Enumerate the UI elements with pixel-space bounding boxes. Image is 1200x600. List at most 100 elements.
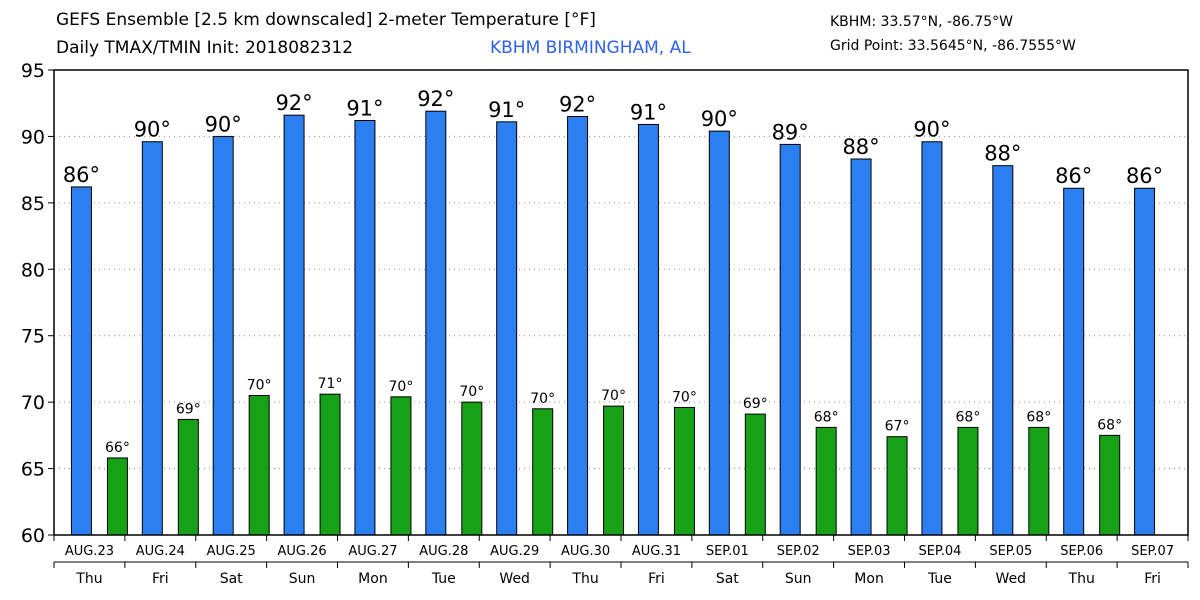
x-weekday-label: Sun (289, 571, 316, 587)
tmin-label-AUG.28: 70° (459, 384, 484, 400)
x-date-label: SEP.04 (918, 544, 961, 559)
tmin-bar-SEP.03 (886, 436, 908, 536)
y-tick-label: 80 (21, 259, 45, 281)
x-date-label: SEP.07 (1131, 544, 1174, 559)
tmin-bar-SEP.06 (1099, 434, 1121, 536)
tmin-label-AUG.23: 66° (105, 440, 130, 456)
y-tick-label: 85 (21, 193, 45, 215)
tmax-label-SEP.03: 88° (842, 135, 879, 159)
tmax-label-SEP.07: 86° (1126, 164, 1163, 188)
tmax-label-SEP.05: 88° (984, 142, 1021, 166)
x-date-label: AUG.28 (419, 544, 468, 559)
tmin-label-AUG.27: 70° (389, 379, 414, 395)
x-date-label: SEP.06 (1060, 544, 1103, 559)
tmin-label-SEP.04: 68° (956, 409, 981, 425)
tmin-label-AUG.30: 70° (601, 388, 626, 404)
tmin-bar-AUG.24 (177, 418, 199, 536)
tmin-bar-AUG.23 (106, 457, 128, 536)
tmax-label-AUG.31: 91° (630, 100, 667, 124)
x-weekday-label: Mon (358, 571, 388, 587)
x-date-label: SEP.01 (706, 544, 749, 559)
x-weekday-label: Fri (1144, 571, 1161, 587)
tmin-label-SEP.02: 68° (814, 409, 839, 425)
x-weekday-label: Wed (499, 571, 530, 587)
x-date-label: AUG.24 (136, 544, 185, 559)
tmax-bar-AUG.29 (496, 121, 518, 536)
x-weekday-label: Tue (927, 571, 952, 587)
x-date-label: AUG.26 (277, 544, 326, 559)
tmin-label-SEP.03: 67° (885, 419, 910, 435)
tmin-bar-AUG.28 (461, 401, 483, 536)
x-weekday-label: Mon (854, 571, 884, 587)
tmin-label-AUG.26: 71° (318, 376, 343, 392)
tmax-label-SEP.04: 90° (913, 118, 950, 142)
tmax-bar-SEP.05 (992, 165, 1014, 536)
tmin-bar-SEP.02 (815, 426, 837, 536)
x-weekday-label: Thu (1068, 571, 1095, 587)
tmin-label-AUG.31: 70° (672, 389, 697, 405)
tmax-bar-AUG.23 (70, 186, 92, 536)
tmax-bar-SEP.03 (850, 158, 872, 536)
station-coordinates: KBHM: 33.57°N, -86.75°W (830, 14, 1013, 30)
tmin-label-SEP.06: 68° (1097, 417, 1122, 433)
tmax-bar-SEP.02 (779, 143, 801, 536)
tmin-label-AUG.25: 70° (247, 378, 272, 394)
tmax-bar-SEP.01 (708, 130, 730, 536)
location-label: KBHM BIRMINGHAM, AL (490, 38, 691, 58)
tmax-label-AUG.27: 91° (346, 96, 383, 120)
tmin-bar-AUG.29 (532, 408, 554, 536)
tmin-bar-SEP.04 (957, 426, 979, 536)
tmax-label-AUG.29: 91° (488, 98, 525, 122)
tmax-label-AUG.26: 92° (275, 91, 312, 115)
tmin-bar-SEP.01 (744, 413, 766, 536)
tmax-label-SEP.06: 86° (1055, 164, 1092, 188)
y-tick-label: 70 (21, 392, 45, 414)
tmin-bar-AUG.25 (248, 395, 270, 536)
tmax-bar-SEP.04 (921, 141, 943, 536)
tmax-bar-AUG.31 (637, 123, 659, 536)
x-weekday-label: Thu (571, 571, 598, 587)
x-date-label: AUG.27 (348, 544, 397, 559)
x-weekday-label: Sat (716, 571, 739, 587)
tmax-label-AUG.23: 86° (63, 163, 100, 187)
tmax-bar-AUG.24 (141, 141, 163, 536)
bars (70, 110, 1156, 536)
y-tick-label: 90 (21, 126, 45, 148)
tmin-label-SEP.05: 68° (1026, 409, 1051, 425)
x-date-label: AUG.31 (632, 544, 681, 559)
tmax-bar-AUG.28 (425, 110, 447, 536)
tmax-bar-SEP.06 (1063, 187, 1085, 536)
x-date-label: AUG.30 (561, 544, 610, 559)
x-weekday-label: Wed (996, 571, 1027, 587)
tmin-bar-AUG.26 (319, 393, 341, 536)
tmax-bar-AUG.30 (567, 116, 589, 536)
tmax-label-AUG.30: 92° (559, 93, 596, 117)
x-weekday-label: Tue (431, 571, 456, 587)
x-date-label: AUG.29 (490, 544, 539, 559)
axes: 60 65 70 75 80 85 90 95 AUG.23 Thu AUG.24 Fri AUG.25… (21, 60, 1189, 587)
x-weekday-label: Fri (648, 571, 665, 587)
x-weekday-label: Sun (785, 571, 812, 587)
chart-subtitle: Daily TMAX/TMIN Init: 2018082312 (56, 38, 354, 58)
tmin-bar-AUG.31 (673, 406, 695, 536)
tmax-label-AUG.24: 90° (134, 118, 171, 142)
tmax-bar-AUG.27 (354, 119, 376, 536)
tmax-label-SEP.02: 89° (772, 120, 809, 144)
tmin-label-SEP.01: 69° (743, 396, 768, 412)
x-weekday-label: Fri (152, 571, 169, 587)
chart-title: GEFS Ensemble [2.5 km downscaled] 2-mete… (56, 10, 596, 30)
y-tick-label: 75 (21, 326, 45, 348)
x-date-label: SEP.03 (848, 544, 891, 559)
tmin-bar-SEP.05 (1028, 426, 1050, 536)
x-weekday-label: Thu (75, 571, 102, 587)
tmax-label-AUG.28: 92° (417, 87, 454, 111)
tmax-label-SEP.01: 90° (701, 107, 738, 131)
tmin-label-AUG.24: 69° (176, 401, 201, 417)
tmin-bar-AUG.30 (603, 405, 625, 536)
y-tick-label: 65 (21, 459, 45, 481)
tmax-bar-SEP.07 (1134, 187, 1156, 536)
x-date-label: AUG.25 (207, 544, 256, 559)
y-tick-label: 60 (21, 525, 45, 547)
grid-point-coordinates: Grid Point: 33.5645°N, -86.7555°W (830, 38, 1076, 54)
bar-labels: 86° 90° 90° 92° 91° 92° 91° 92° 91° 90° 89° 88° 90° 8… (63, 87, 1163, 456)
